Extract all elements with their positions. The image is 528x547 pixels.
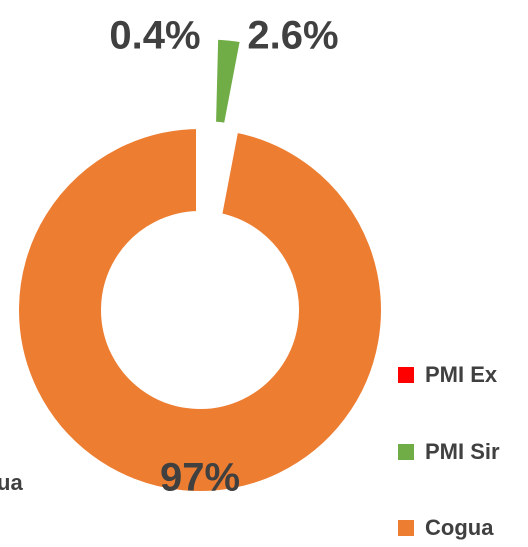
legend-label: PMI Sir <box>425 439 500 464</box>
legend-label: PMI Ex <box>425 362 498 387</box>
legend-label: Cogua <box>425 515 494 540</box>
legend-swatch <box>398 520 414 536</box>
slice <box>197 31 210 130</box>
slice <box>11 120 389 499</box>
legend-swatch <box>398 367 414 383</box>
legend-swatch <box>398 444 414 460</box>
slice <box>207 31 249 132</box>
value-label: 0.4% <box>109 14 200 58</box>
value-label: 2.6% <box>247 14 338 58</box>
annotation: ua <box>0 470 23 495</box>
value-label: 97% <box>160 456 240 500</box>
